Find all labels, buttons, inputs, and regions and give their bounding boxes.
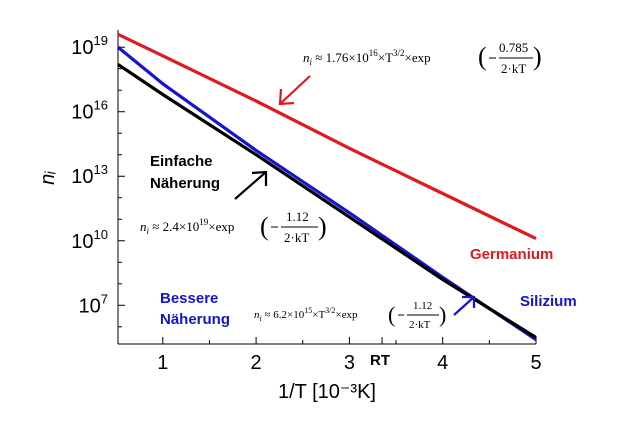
- y-axis-label: nᵢ: [37, 171, 59, 185]
- x-tick-label: 4: [437, 352, 448, 374]
- silizium-label: Silizium: [520, 293, 577, 310]
- svg-text:): ): [533, 42, 542, 71]
- einfache-label-line1: Einfache: [150, 153, 213, 170]
- germanium-label: Germanium: [470, 246, 553, 263]
- svg-text:ni ≈ 6.2×1015×T3/2×exp: ni ≈ 6.2×1015×T3/2×exp: [254, 306, 358, 323]
- x-axis-label: 1/T [10⁻³K]: [278, 381, 376, 403]
- einfache-arrow: [234, 170, 268, 200]
- x-tick-label: 3: [344, 352, 355, 374]
- germanium-formula: ni ≈ 1.76×1016×T3/2×exp ( 0.785 2·kT ): [303, 40, 542, 76]
- x-tick-label: 1: [157, 352, 168, 374]
- svg-text:ni ≈ 2.4×1019×exp: ni ≈ 2.4×1019×exp: [140, 217, 234, 236]
- germanium-arrow: [278, 75, 311, 106]
- svg-text:): ): [439, 302, 446, 327]
- svg-text:(: (: [478, 42, 487, 71]
- y-tick-label: 107: [79, 291, 108, 317]
- svg-text:2·kT: 2·kT: [284, 230, 309, 245]
- series-line-germanium: [117, 32, 537, 241]
- series-layer: [116, 32, 537, 342]
- silizium-arrow: [453, 295, 476, 316]
- bessere-label-line2: Näherung: [160, 311, 230, 328]
- svg-text:): ): [318, 212, 327, 241]
- y-ticks: 107 1010 1013 1016 1019: [71, 33, 125, 328]
- svg-text:(: (: [260, 212, 269, 241]
- svg-text:1.12: 1.12: [286, 209, 309, 224]
- svg-text:1.12: 1.12: [413, 300, 432, 312]
- svg-text:0.785: 0.785: [499, 40, 528, 55]
- x-ticks: 1 2 3 4 5: [157, 337, 542, 374]
- bessere-formula: ni ≈ 6.2×1015×T3/2×exp ( 1.12 2·kT ): [254, 300, 446, 331]
- series-line-einfache-n-herung: [117, 63, 537, 339]
- rt-label: RT: [370, 352, 390, 369]
- y-tick-label: 1013: [71, 162, 108, 188]
- x-tick-label: 5: [530, 352, 541, 374]
- y-tick-label: 1010: [71, 227, 108, 253]
- einfache-label-line2: Näherung: [150, 175, 220, 192]
- svg-text:2·kT: 2·kT: [501, 61, 526, 76]
- svg-text:(: (: [388, 302, 395, 327]
- bessere-label-line1: Bessere: [160, 290, 218, 307]
- y-tick-label: 1019: [71, 33, 108, 59]
- svg-text:2·kT: 2·kT: [409, 319, 431, 331]
- einfache-formula: ni ≈ 2.4×1019×exp ( 1.12 2·kT ): [140, 209, 327, 245]
- svg-text:ni ≈ 1.76×1016×T3/2×exp: ni ≈ 1.76×1016×T3/2×exp: [303, 48, 431, 67]
- y-tick-label: 1016: [71, 98, 108, 124]
- x-tick-label: 2: [251, 352, 262, 374]
